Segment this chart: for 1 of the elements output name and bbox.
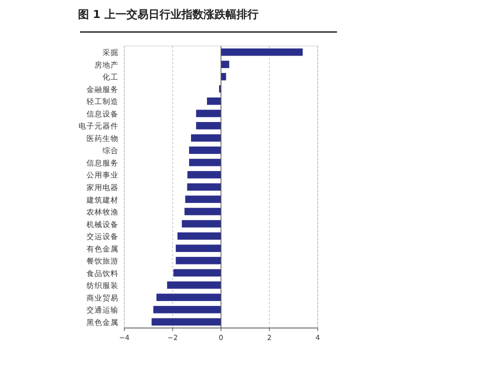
chart-title: 图 1 上一交易日行业指数涨跌幅排行 (78, 8, 258, 21)
